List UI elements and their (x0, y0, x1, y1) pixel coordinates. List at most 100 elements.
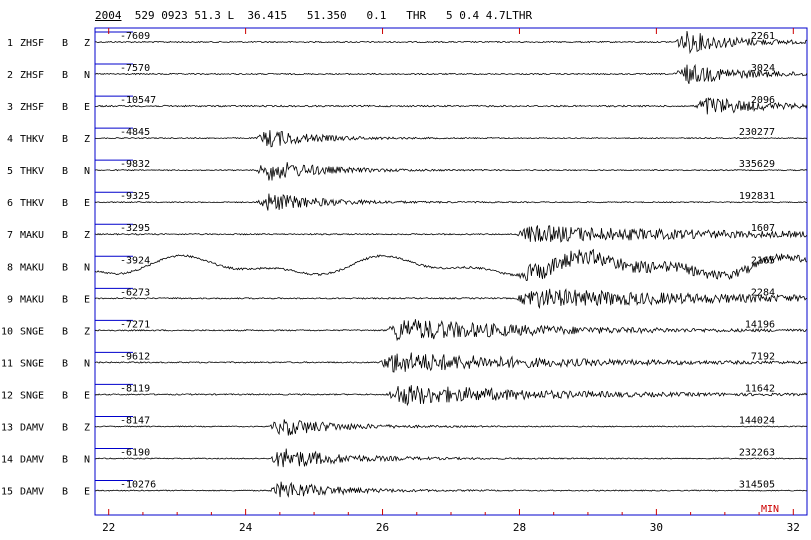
trace-min-value: -9325 (120, 191, 150, 202)
trace-station: SNGE (20, 390, 44, 401)
trace-max-value: 144024 (739, 415, 775, 426)
trace-waveform (94, 30, 807, 55)
trace-component: N (84, 455, 90, 466)
trace-index: 3 (7, 102, 13, 113)
trace-index: 9 (7, 294, 13, 305)
trace-max-value: 14196 (745, 319, 775, 330)
x-axis-unit-label: MIN (761, 504, 779, 515)
trace-waveform (94, 193, 808, 211)
trace-component: E (84, 198, 90, 209)
trace-component: N (84, 166, 90, 177)
trace-waveform (94, 225, 808, 243)
trace-component: E (84, 102, 90, 113)
trace-index: 5 (7, 166, 13, 177)
trace-min-value: -3295 (120, 223, 150, 234)
trace-max-value: 314505 (739, 480, 775, 491)
trace-min-value: -9612 (120, 351, 150, 362)
trace-min-value: -3924 (120, 255, 150, 266)
trace-band: B (62, 134, 68, 145)
trace-band: B (62, 262, 68, 273)
trace-min-value: -4845 (120, 127, 150, 138)
trace-max-value: 11642 (745, 383, 775, 394)
trace-max-value: 2261 (751, 31, 775, 42)
trace-component: Z (84, 422, 90, 433)
trace-station: ZHSF (20, 38, 44, 49)
x-axis-tick-label: 30 (650, 521, 663, 534)
trace-component: E (84, 294, 90, 305)
trace-max-value: 2165 (751, 255, 775, 266)
trace-component: Z (84, 230, 90, 241)
trace-min-value: -8147 (120, 415, 150, 426)
trace-index: 6 (7, 198, 13, 209)
trace-waveform (94, 385, 808, 407)
trace-component: Z (84, 326, 90, 337)
trace-band: B (62, 198, 68, 209)
trace-band: B (62, 390, 68, 401)
trace-waveform (94, 248, 808, 281)
trace-max-value: 3024 (751, 63, 775, 74)
trace-index: 13 (1, 422, 13, 433)
event-year: 2004 (95, 9, 122, 22)
trace-component: N (84, 262, 90, 273)
trace-station: SNGE (20, 358, 44, 369)
x-axis-tick-label: 24 (239, 521, 253, 534)
trace-band: B (62, 102, 68, 113)
trace-index: 15 (1, 487, 13, 498)
trace-band: B (62, 70, 68, 81)
trace-index: 10 (1, 326, 13, 337)
trace-waveform (94, 130, 807, 148)
trace-waveform (95, 63, 808, 85)
x-axis-tick-label: 22 (102, 521, 115, 534)
trace-min-value: -7609 (120, 31, 150, 42)
trace-waveform (94, 352, 808, 373)
trace-station: DAMV (20, 455, 44, 466)
trace-station: SNGE (20, 326, 44, 337)
trace-component: E (84, 390, 90, 401)
trace-min-value: -6273 (120, 287, 150, 298)
trace-station: MAKU (20, 262, 44, 273)
x-axis-tick-label: 28 (513, 521, 526, 534)
trace-max-value: 2096 (751, 95, 775, 106)
trace-min-value: -8119 (120, 383, 150, 394)
trace-max-value: 232263 (739, 448, 775, 459)
trace-component: N (84, 70, 90, 81)
trace-min-value: -7570 (120, 63, 150, 74)
trace-max-value: 1607 (751, 223, 775, 234)
trace-waveform (94, 419, 807, 436)
trace-min-value: -10547 (120, 95, 156, 106)
trace-band: B (62, 326, 68, 337)
trace-min-value: -7271 (120, 319, 150, 330)
trace-band: B (62, 487, 68, 498)
trace-waveform (94, 481, 808, 498)
trace-waveform (95, 97, 808, 115)
event-info: 529 0923 51.3 L 36.415 51.350 0.1 THR 5 … (121, 9, 533, 22)
trace-index: 8 (7, 262, 13, 273)
trace-component: Z (84, 134, 90, 145)
trace-max-value: 335629 (739, 159, 775, 170)
trace-waveform (94, 288, 808, 309)
trace-station: ZHSF (20, 70, 44, 81)
trace-index: 2 (7, 70, 13, 81)
event-header: 2004 529 0923 51.3 L 36.415 51.350 0.1 T… (95, 9, 532, 22)
trace-waveform (94, 162, 808, 181)
trace-station: ZHSF (20, 102, 44, 113)
trace-component: Z (84, 38, 90, 49)
trace-waveform (94, 319, 808, 342)
trace-index: 11 (1, 358, 13, 369)
trace-station: MAKU (20, 230, 44, 241)
trace-station: MAKU (20, 294, 44, 305)
trace-station: THKV (20, 134, 44, 145)
trace-index: 1 (7, 38, 13, 49)
trace-max-value: 7192 (751, 351, 775, 362)
trace-station: THKV (20, 198, 44, 209)
trace-max-value: 230277 (739, 127, 775, 138)
trace-station: DAMV (20, 422, 44, 433)
trace-station: THKV (20, 166, 44, 177)
trace-max-value: 2284 (751, 287, 775, 298)
trace-waveform (94, 448, 808, 468)
trace-index: 14 (1, 455, 13, 466)
trace-band: B (62, 358, 68, 369)
trace-band: B (62, 455, 68, 466)
trace-index: 12 (1, 390, 13, 401)
trace-band: B (62, 294, 68, 305)
